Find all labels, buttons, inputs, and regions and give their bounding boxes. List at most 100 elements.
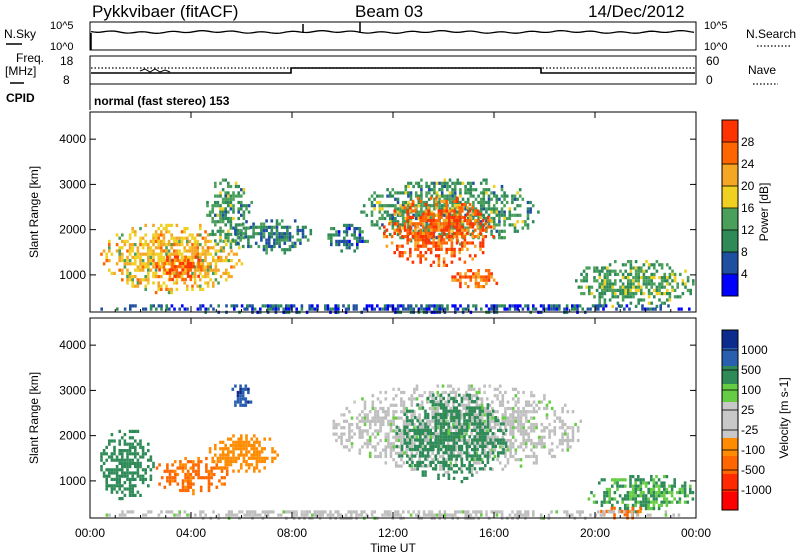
echo-cell: [673, 478, 676, 482]
echo-cell: [426, 425, 430, 429]
echo-cell: [166, 469, 169, 473]
echo-cell: [422, 513, 426, 517]
echo-cell: [453, 251, 456, 255]
echo-cell: [305, 510, 309, 514]
echo-cell: [144, 265, 147, 269]
echo-cell: [490, 197, 493, 201]
echo-cell: [582, 276, 586, 280]
echo-cell: [445, 412, 448, 416]
echo-cell: [455, 435, 458, 439]
echo-cell: [413, 435, 416, 439]
echo-cell: [183, 259, 186, 263]
echo-cell: [389, 429, 393, 433]
echo-cell: [387, 435, 390, 439]
echo-cell: [141, 449, 145, 453]
echo-cell: [601, 292, 604, 296]
echo-cell: [173, 476, 177, 480]
echo-cell: [381, 194, 384, 198]
velocity-colorbar-label: Velocity [m s-1]: [777, 377, 791, 458]
echo-cell: [171, 265, 174, 269]
echo-cell: [634, 510, 637, 514]
echo-cell: [526, 200, 530, 205]
echo-cell: [517, 416, 520, 420]
echo-cell: [250, 437, 253, 441]
echo-cell: [441, 390, 445, 395]
echo-cell: [252, 235, 255, 239]
echo-cell: [396, 304, 400, 308]
echo-cell: [113, 458, 116, 462]
echo-cell: [413, 397, 416, 401]
echo-cell: [511, 442, 515, 446]
echo-cell: [634, 494, 637, 498]
echo-cell: [100, 455, 103, 459]
echo-cell: [483, 467, 486, 471]
echo-cell: [492, 223, 496, 227]
echo-cell: [472, 194, 475, 198]
echo-cell: [254, 241, 258, 245]
echo-cell: [394, 513, 397, 517]
echo-cell: [498, 197, 501, 201]
echo-cell: [126, 461, 129, 465]
echo-cell: [443, 510, 447, 514]
echo-cell: [384, 445, 388, 449]
echo-cell: [155, 261, 159, 266]
echo-cell: [455, 222, 459, 226]
echo-cell: [617, 510, 621, 514]
echo-cell: [379, 419, 382, 423]
echo-cell: [385, 228, 389, 232]
echo-cell: [504, 419, 507, 423]
echo-cell: [144, 275, 147, 279]
echo-cell: [469, 188, 473, 192]
echo-cell: [681, 279, 685, 283]
echo-cell: [402, 400, 406, 404]
echo-cell: [491, 451, 495, 455]
echo-cell: [419, 238, 422, 242]
echo-cell: [399, 204, 402, 208]
echo-cell: [256, 513, 259, 517]
echo-cell: [414, 206, 417, 210]
echo-cell: [402, 461, 406, 465]
echo-cell: [379, 426, 382, 430]
echo-cell: [442, 219, 446, 223]
echo-cell: [650, 292, 653, 296]
echo-cell: [270, 228, 274, 233]
echo-cell: [484, 438, 487, 442]
echo-cell: [189, 472, 193, 477]
echo-cell: [561, 426, 564, 430]
echo-cell: [465, 390, 468, 395]
echo-cell: [422, 231, 425, 235]
echo-cell: [433, 406, 437, 411]
echo-cell: [605, 500, 609, 504]
echo-cell: [590, 491, 593, 495]
echo-cell: [486, 425, 490, 429]
echo-cell: [154, 275, 158, 279]
echo-cell: [411, 203, 415, 207]
echo-cell: [493, 394, 497, 398]
echo-cell: [650, 475, 653, 479]
echo-cell: [227, 437, 230, 441]
echo-cell: [157, 304, 161, 308]
echo-cell: [407, 454, 411, 459]
echo-cell: [514, 438, 518, 443]
echo-cell: [450, 219, 454, 223]
echo-cell: [493, 432, 497, 436]
echo-cell: [571, 429, 575, 433]
echo-cell: [484, 435, 487, 439]
echo-cell: [517, 390, 520, 395]
echo-cell: [597, 510, 600, 514]
echo-cell: [455, 432, 458, 436]
echo-cell: [211, 207, 214, 211]
echo-cell: [516, 229, 519, 233]
echo-cell: [134, 477, 137, 481]
echo-cell: [485, 275, 488, 279]
echo-cell: [278, 241, 281, 245]
echo-cell: [355, 422, 359, 427]
echo-cell: [383, 304, 387, 308]
echo-cell: [545, 307, 548, 311]
echo-cell: [616, 301, 620, 305]
echo-cell: [676, 295, 679, 299]
x-tick-label: 00:00: [75, 526, 105, 540]
echo-cell: [500, 510, 504, 514]
echo-cell: [545, 403, 549, 407]
echo-cell: [425, 207, 428, 211]
